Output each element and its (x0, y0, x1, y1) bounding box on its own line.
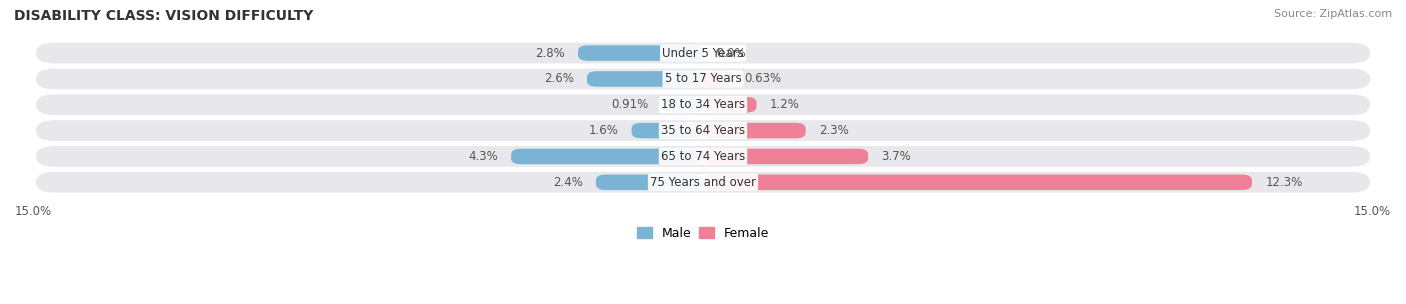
Text: 35 to 64 Years: 35 to 64 Years (661, 124, 745, 137)
Text: 75 Years and over: 75 Years and over (650, 176, 756, 189)
Text: DISABILITY CLASS: VISION DIFFICULTY: DISABILITY CLASS: VISION DIFFICULTY (14, 9, 314, 23)
Text: 1.2%: 1.2% (770, 98, 800, 111)
FancyBboxPatch shape (512, 149, 703, 164)
FancyBboxPatch shape (35, 69, 1371, 89)
FancyBboxPatch shape (703, 97, 756, 112)
Text: 5 to 17 Years: 5 to 17 Years (665, 72, 741, 85)
Text: Source: ZipAtlas.com: Source: ZipAtlas.com (1274, 9, 1392, 19)
Text: 18 to 34 Years: 18 to 34 Years (661, 98, 745, 111)
Text: 2.6%: 2.6% (544, 72, 574, 85)
Text: 0.91%: 0.91% (612, 98, 650, 111)
FancyBboxPatch shape (703, 149, 868, 164)
Text: 12.3%: 12.3% (1265, 176, 1302, 189)
FancyBboxPatch shape (631, 123, 703, 138)
Text: 2.3%: 2.3% (820, 124, 849, 137)
FancyBboxPatch shape (35, 120, 1371, 141)
FancyBboxPatch shape (662, 97, 703, 112)
FancyBboxPatch shape (35, 172, 1371, 193)
Text: Under 5 Years: Under 5 Years (662, 47, 744, 60)
FancyBboxPatch shape (596, 174, 703, 190)
FancyBboxPatch shape (578, 45, 703, 61)
Text: 2.8%: 2.8% (534, 47, 565, 60)
Text: 2.4%: 2.4% (553, 176, 582, 189)
Text: 4.3%: 4.3% (468, 150, 498, 163)
Text: 65 to 74 Years: 65 to 74 Years (661, 150, 745, 163)
FancyBboxPatch shape (703, 71, 731, 87)
Text: 3.7%: 3.7% (882, 150, 911, 163)
Text: 0.0%: 0.0% (717, 47, 747, 60)
FancyBboxPatch shape (586, 71, 703, 87)
Text: 1.6%: 1.6% (588, 124, 619, 137)
Text: 0.63%: 0.63% (745, 72, 782, 85)
FancyBboxPatch shape (35, 146, 1371, 167)
FancyBboxPatch shape (35, 43, 1371, 64)
Legend: Male, Female: Male, Female (631, 222, 775, 245)
FancyBboxPatch shape (35, 95, 1371, 115)
FancyBboxPatch shape (703, 123, 806, 138)
FancyBboxPatch shape (703, 174, 1251, 190)
